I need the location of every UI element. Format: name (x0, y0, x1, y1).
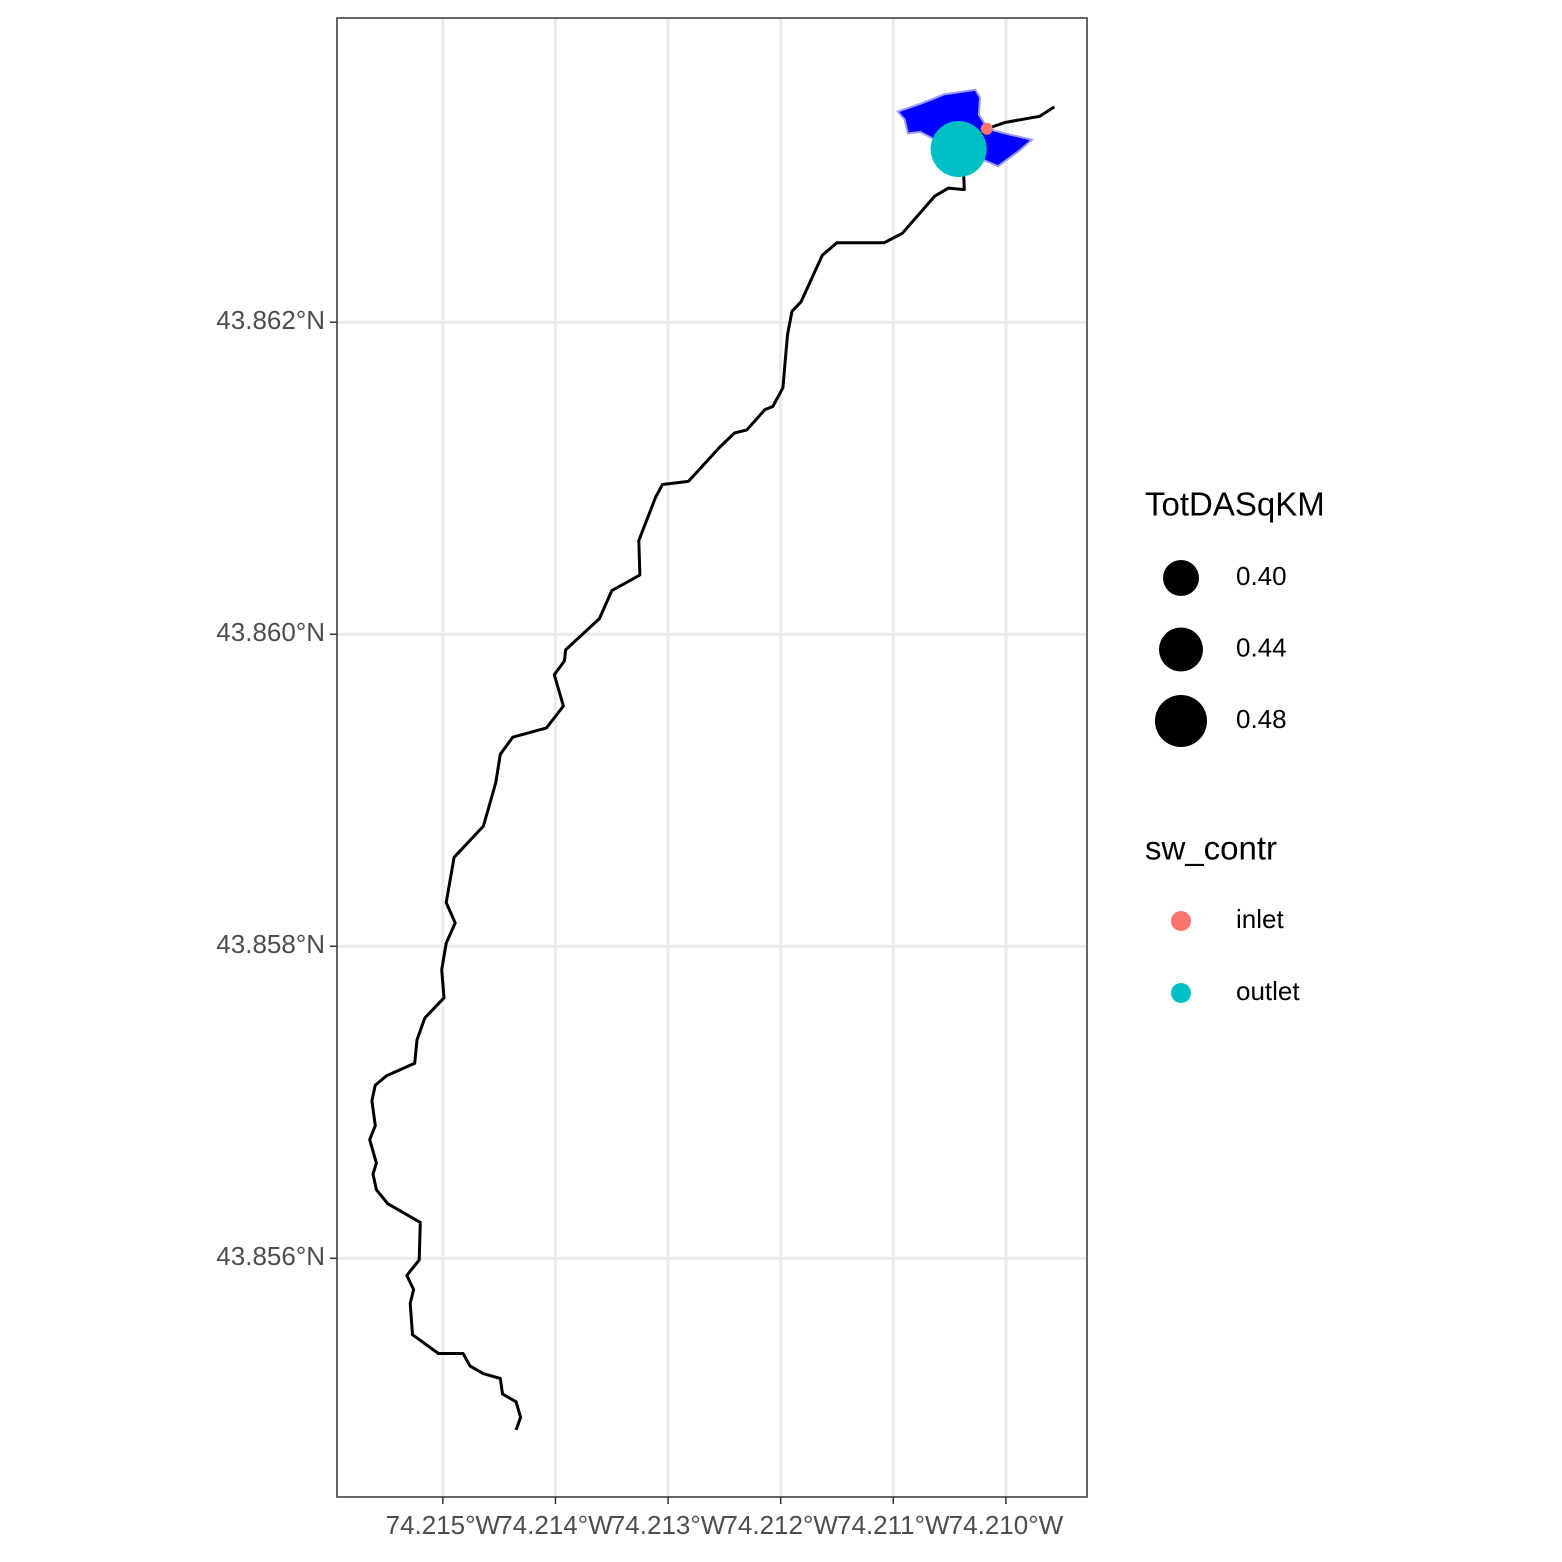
size-legend-label: 0.48 (1236, 704, 1287, 734)
axes: 74.215°W74.214°W74.213°W74.212°W 74.211°W… (216, 305, 1063, 1540)
flowline (368, 105, 1056, 1431)
size-legend-title: TotDASqKM (1145, 486, 1325, 523)
size-legend-key (1159, 627, 1203, 672)
legend: TotDASqKM sw_contr 0.40 0.44 0.48 inlet outl… (1145, 486, 1325, 1006)
size-legend-key (1155, 695, 1207, 747)
size-legend-label: 0.40 (1236, 561, 1287, 591)
x-tick-label: 74.215°W (386, 1510, 501, 1540)
x-tick-label: 74.211°W (837, 1510, 950, 1540)
panel (337, 18, 1087, 1497)
color-legend-label: outlet (1236, 976, 1300, 1006)
y-tick-label: 43.856°N (216, 1241, 325, 1271)
panel-border (336, 17, 1088, 1498)
x-tick-label: 74.212°W (723, 1510, 838, 1540)
map-layers (368, 88, 1056, 1431)
y-tick-label: 43.858°N (216, 929, 325, 959)
point (930, 121, 987, 178)
grid (337, 18, 1087, 1497)
size-legend-label: 0.44 (1236, 632, 1287, 662)
color-legend-key (1171, 983, 1191, 1003)
color-legend-key (1171, 911, 1191, 931)
y-tick-label: 43.860°N (216, 617, 325, 647)
y-tick-label: 43.862°N (216, 305, 325, 335)
x-tick-label: 74.213°W (611, 1510, 726, 1540)
color-legend-title: sw_contr (1145, 830, 1277, 867)
size-legend-key (1163, 560, 1199, 596)
point (980, 122, 993, 135)
x-tick-label: 74.214°W (498, 1510, 613, 1540)
color-legend-label: inlet (1236, 904, 1284, 934)
x-tick-label: 74.210°W (949, 1510, 1064, 1540)
